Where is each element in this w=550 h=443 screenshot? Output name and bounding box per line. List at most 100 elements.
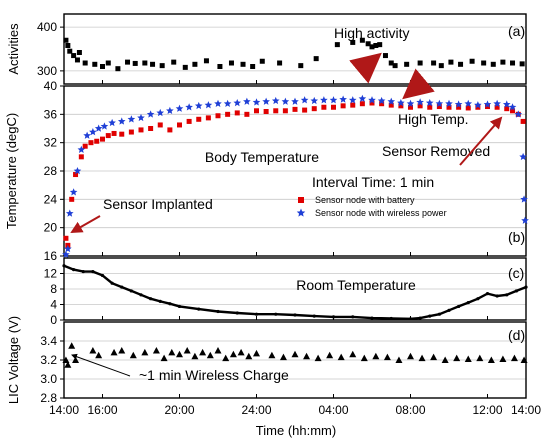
legend-label: Sensor node with battery [315, 195, 415, 205]
data-point [120, 285, 124, 289]
data-point [458, 61, 464, 67]
data-point [493, 99, 501, 107]
data-point [89, 347, 97, 354]
data-point [110, 348, 118, 356]
data-point [428, 314, 432, 318]
data-point [437, 312, 441, 316]
panel-title: Room Temperature [296, 277, 416, 293]
data-point [358, 94, 367, 102]
data-point [233, 99, 242, 107]
shared-y-label: Temperature (degC) [4, 113, 19, 229]
data-point [160, 354, 168, 362]
x-tick-label: 24:00 [241, 403, 271, 417]
data-point [521, 216, 529, 224]
data-point [150, 61, 156, 67]
data-point [457, 304, 461, 309]
data-point [321, 104, 327, 110]
data-point [310, 96, 319, 105]
data-point [359, 37, 365, 43]
data-point [485, 104, 490, 110]
annotation-arrow [70, 215, 101, 233]
data-point [171, 59, 177, 65]
data-point [431, 60, 437, 66]
data-point [68, 342, 76, 349]
data-point [495, 294, 499, 298]
data-point [510, 354, 518, 362]
data-point [62, 356, 70, 363]
data-point [360, 354, 368, 362]
data-point [82, 143, 88, 149]
data-point [277, 60, 283, 66]
data-point [392, 63, 398, 69]
data-point [435, 99, 444, 107]
data-point [395, 356, 403, 363]
data-point [244, 111, 250, 117]
data-point [485, 292, 490, 296]
data-point [524, 285, 528, 289]
data-point [404, 61, 410, 67]
data-point [245, 352, 253, 360]
data-point [176, 350, 183, 358]
data-point [199, 348, 207, 356]
data-point [329, 96, 338, 104]
data-point [312, 314, 316, 318]
data-point [228, 60, 234, 66]
x-tick-label: 08:00 [395, 403, 425, 417]
data-point [279, 353, 287, 361]
data-point [127, 115, 136, 123]
y-tick-label: 12 [44, 267, 58, 281]
data-point [197, 307, 201, 311]
data-point [417, 60, 423, 66]
x-axis-label: Time (hh:mm) [256, 423, 336, 438]
data-point [95, 351, 103, 359]
y-tick-label: 36 [44, 107, 58, 121]
data-point [217, 64, 223, 69]
data-point [448, 59, 454, 65]
data-point [214, 347, 222, 354]
data-point [487, 356, 495, 363]
data-point [520, 118, 526, 124]
data-point [152, 347, 160, 354]
data-point [214, 99, 222, 107]
data-point [520, 356, 528, 363]
data-point [148, 126, 154, 131]
x-tick-label: 16:00 [87, 403, 117, 417]
data-point [166, 106, 174, 115]
data-point [240, 61, 246, 67]
panel-label: (c) [508, 265, 524, 281]
data-point [388, 102, 394, 108]
data-point [430, 353, 438, 361]
data-point [483, 100, 492, 108]
data-point [182, 64, 188, 70]
data-point [337, 353, 345, 361]
data-point [65, 43, 71, 48]
data-point [186, 118, 192, 124]
data-point [476, 354, 484, 362]
y-tick-label: 4 [50, 298, 57, 312]
data-point [262, 97, 270, 105]
data-point [65, 209, 74, 217]
data-point [132, 60, 138, 66]
data-point [183, 347, 191, 354]
data-point [369, 100, 375, 106]
data-point [268, 351, 276, 359]
annotation: High Temp. [398, 111, 469, 127]
data-point [456, 104, 462, 110]
data-point [77, 145, 86, 153]
data-point [158, 299, 162, 303]
data-point [204, 101, 213, 109]
x-tick-label: 20:00 [164, 403, 194, 417]
panel-c: 04 812 (c) Room Temperature [44, 257, 528, 327]
data-point [425, 99, 434, 107]
data-point [436, 104, 442, 110]
data-point [389, 316, 393, 321]
data-point [205, 115, 211, 121]
y-tick-label: 28 [44, 164, 58, 178]
data-point [215, 113, 221, 119]
data-point [74, 57, 80, 63]
data-point [340, 103, 346, 109]
data-point [359, 101, 365, 107]
data-point [373, 43, 379, 48]
data-point [331, 104, 336, 110]
panel-a: 300 400 (a) Activities High activity [6, 13, 527, 85]
